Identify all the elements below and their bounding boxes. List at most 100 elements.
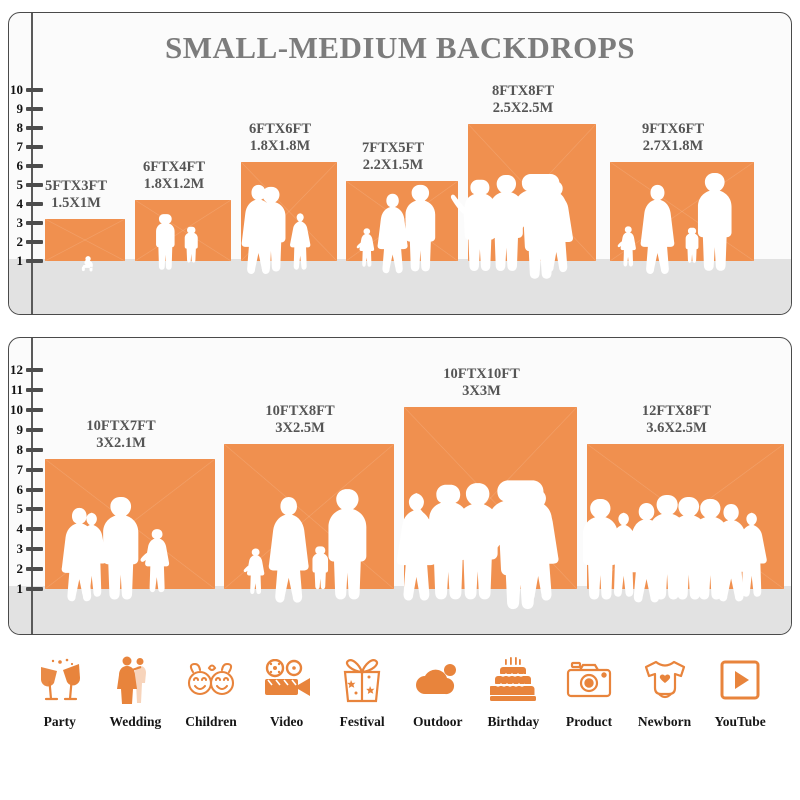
bar-label-6ftx4ft: 6FTX4FT 1.8X1.2M	[126, 159, 222, 193]
icon-item-children[interactable]: Children	[173, 650, 249, 730]
bar-label-size-m: 2.5X2.5M	[492, 100, 554, 116]
bar-label-10ftx8ft: 10FTX8FT 3X2.5M	[215, 403, 385, 437]
two-children-faces-icon	[185, 650, 237, 710]
icon-caption: Wedding	[109, 714, 162, 729]
person-silhouette-manStand	[692, 498, 728, 599]
person-silhouette-manStand	[582, 498, 618, 599]
y-tick-label: 6	[16, 481, 24, 497]
person-silhouette-manStand	[489, 175, 523, 271]
bar-label-size-m: 3.6X2.5M	[646, 420, 707, 436]
bar-label-size-ft: 10FTX7FT	[86, 418, 156, 434]
silhouette-group	[397, 407, 577, 609]
icon-item-birthday[interactable]: Birthday	[476, 650, 552, 730]
bar-label-size-ft: 10FTX10FT	[443, 366, 520, 382]
y-tick-mark	[26, 145, 43, 149]
y-tick-8: 8	[9, 441, 43, 457]
y-tick-mark	[26, 164, 43, 168]
bar-10ftx8ft	[224, 444, 394, 603]
silhouette-group	[135, 200, 231, 270]
person-silhouette-womanLong	[61, 508, 97, 602]
y-tick-mark	[26, 221, 43, 225]
silhouette-group	[45, 459, 215, 602]
bar-label-9ftx6ft: 9FTX6FT 2.7X1.8M	[601, 121, 745, 155]
bar-9ftx6ft	[610, 162, 754, 274]
bar-label-size-ft: 9FTX6FT	[641, 121, 705, 137]
person-silhouette-womanLong	[627, 502, 665, 602]
birthday-cake-icon	[490, 650, 537, 710]
y-tick-2: 2	[9, 234, 43, 249]
y-tick-label: 10	[10, 82, 23, 97]
person-silhouette-womanLong	[241, 184, 276, 274]
icon-item-product[interactable]: Product	[551, 650, 627, 730]
y-tick-4: 4	[9, 522, 43, 536]
y-tick-8: 8	[9, 120, 43, 135]
bar-label-size-m: 2.2X1.5M	[362, 157, 424, 173]
bar-label-size-m: 1.5X1M	[51, 195, 101, 211]
y-tick-label: 2	[16, 234, 24, 249]
y-tick-label: 6	[16, 158, 24, 173]
y-tick-label: 8	[16, 120, 24, 135]
bar-label-size-ft: 7FTX5FT	[361, 140, 425, 156]
icon-item-newborn[interactable]: Newborn	[627, 650, 703, 730]
y-tick-mark	[26, 126, 43, 130]
bar-label-size-m: 1.8X1.2M	[143, 176, 205, 192]
silhouette-group	[241, 162, 337, 274]
icon-item-festival[interactable]: Festival	[324, 650, 400, 730]
gift-box-icon	[339, 650, 385, 710]
silhouette-group	[451, 124, 596, 279]
bar-7ftx5ft	[346, 181, 458, 274]
y-tick-mark	[26, 88, 43, 92]
bar-5ftx3ft	[45, 219, 125, 271]
y-tick-3: 3	[9, 216, 43, 230]
person-silhouette-manArmsUp	[411, 484, 485, 599]
y-tick-10: 10	[9, 402, 43, 417]
camera-icon	[565, 650, 613, 710]
icon-caption: Video	[269, 714, 304, 729]
bar-label-size-m: 3X2.1M	[96, 435, 146, 451]
person-silhouette-manArmsUp	[451, 179, 510, 271]
bar-label-10ftx10ft: 10FTX10FT 3X3M	[395, 366, 568, 400]
champagne-glasses-icon	[37, 650, 83, 710]
person-silhouette-womanDress	[397, 492, 437, 601]
y-tick-mark	[26, 567, 43, 572]
person-silhouette-manStand	[697, 173, 732, 271]
icon-caption: YouTube	[714, 714, 766, 729]
silhouette-group	[45, 219, 125, 271]
bar-label-size-ft: 8FTX8FT	[491, 83, 555, 99]
y-tick-label: 3	[16, 541, 24, 557]
bar-10ftx7ft	[45, 459, 215, 602]
y-tick-label: 8	[16, 441, 24, 457]
icon-item-video[interactable]: Video	[249, 650, 325, 730]
icon-caption: Children	[185, 714, 237, 729]
icon-item-youtube[interactable]: YouTube	[702, 650, 778, 730]
bar-label-size-m: 2.7X1.8M	[642, 138, 704, 154]
use-case-icon-strip: Party Wedding Children Video Festival Outdoor…	[0, 650, 800, 770]
y-tick-10: 10	[9, 82, 43, 97]
bar-label-6ftx6ft: 6FTX6FT 1.8X1.8M	[232, 121, 328, 155]
bar-6ftx4ft	[135, 200, 231, 270]
icon-caption: Product	[565, 714, 613, 729]
icon-caption: Newborn	[637, 714, 692, 729]
icon-item-party[interactable]: Party	[22, 650, 98, 730]
icon-item-outdoor[interactable]: Outdoor	[400, 650, 476, 730]
wedding-couple-icon	[114, 650, 156, 710]
y-tick-mark	[26, 427, 43, 432]
icon-item-wedding[interactable]: Wedding	[98, 650, 174, 730]
person-silhouette-girl	[76, 513, 107, 598]
person-silhouette-womanLong	[378, 193, 409, 274]
bar-label-size-ft: 6FTX4FT	[142, 159, 206, 175]
person-silhouette-womanLong	[268, 496, 309, 603]
y-tick-mark	[26, 259, 43, 263]
y-tick-label: 9	[16, 421, 24, 437]
panel-1-y-axis	[31, 13, 33, 314]
person-silhouette-manHandsHips	[512, 174, 569, 279]
y-tick-7: 7	[9, 140, 43, 154]
silhouette-group	[582, 444, 784, 602]
bar-label-5ftx3ft: 5FTX3FT 1.5X1M	[36, 178, 116, 212]
person-silhouette-girl	[608, 513, 639, 598]
silhouette-group	[346, 181, 458, 274]
person-silhouette-manStand	[670, 496, 707, 599]
bar-label-size-ft: 10FTX8FT	[265, 403, 335, 419]
y-tick-mark	[26, 368, 43, 373]
